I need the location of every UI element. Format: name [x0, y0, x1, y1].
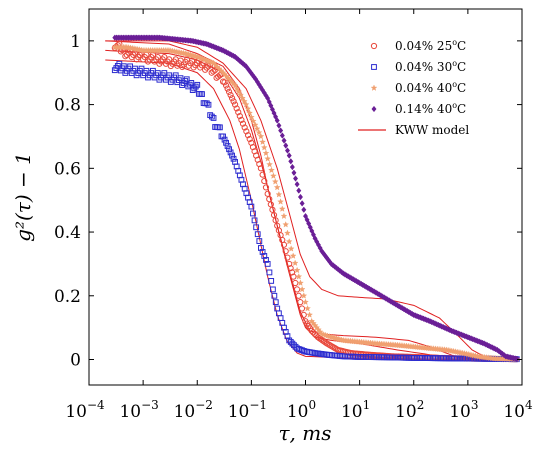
square-point: [217, 125, 222, 130]
square-point: [195, 82, 200, 87]
circle-point: [226, 89, 231, 94]
square-point: [267, 270, 272, 275]
y-tick-label: 1: [70, 32, 81, 52]
star-point: [265, 156, 271, 161]
circle-point: [298, 300, 303, 305]
star-point: [258, 133, 264, 138]
square-point: [213, 125, 218, 130]
square-point: [221, 134, 226, 139]
circle-point: [211, 69, 216, 74]
square-point: [206, 102, 211, 107]
diamond-point: [292, 170, 296, 176]
square-point: [204, 101, 209, 106]
star-point: [288, 246, 294, 251]
star-point: [290, 253, 296, 258]
square-point: [201, 101, 206, 106]
star-point: [292, 260, 298, 265]
square-point: [219, 134, 224, 139]
star-point: [298, 280, 304, 285]
square-point: [216, 125, 221, 130]
circle-point: [231, 99, 236, 104]
x-tick-label: 101: [341, 398, 370, 422]
x-tick-label: 102: [395, 398, 424, 422]
circle-point: [268, 202, 273, 207]
star-point: [276, 192, 282, 197]
x-tick-label: 103: [449, 398, 478, 422]
star-point: [301, 293, 307, 298]
diamond-point: [282, 138, 286, 144]
square-point: [228, 150, 233, 155]
star-point: [285, 230, 291, 235]
diamond-point: [277, 123, 281, 129]
star-point: [260, 139, 266, 144]
star-point: [279, 206, 285, 211]
legend-label: KWW model: [395, 123, 469, 137]
x-tick-label: 10−3: [119, 398, 158, 422]
y-tick-label: 0.6: [54, 159, 81, 179]
star-point: [272, 179, 278, 184]
legend: 0.04% 25oC0.04% 30oC0.04% 40oC0.14% 40oC…: [349, 31, 508, 143]
star-point: [283, 222, 289, 227]
square-point: [231, 156, 236, 161]
circle-point: [296, 293, 301, 298]
diamond-point: [295, 181, 299, 187]
diamond-point: [297, 188, 301, 194]
x-tick-label: 100: [287, 398, 316, 422]
square-point: [227, 147, 232, 152]
diamond-point: [280, 133, 284, 139]
square-point: [198, 92, 203, 97]
star-point: [269, 167, 275, 172]
x-axis-title: τ, ms: [278, 421, 331, 445]
diamond-point: [302, 207, 306, 213]
y-tick-label: 0.2: [54, 287, 81, 307]
square-point: [214, 125, 219, 130]
star-point: [271, 173, 277, 178]
x-tick-label: 104: [503, 398, 533, 422]
star-point: [278, 199, 284, 204]
diamond-point: [293, 176, 297, 182]
square-point: [224, 140, 229, 145]
square-point: [225, 144, 230, 149]
circle-point: [225, 86, 230, 91]
square-point: [230, 153, 235, 158]
star-point: [267, 162, 273, 167]
diamond-point: [287, 153, 291, 159]
star-point: [261, 145, 267, 150]
y-tick-label: 0: [70, 351, 81, 371]
circle-point: [229, 96, 234, 101]
diamond-point: [300, 201, 304, 207]
square-point: [203, 101, 208, 106]
circle-point: [223, 83, 228, 88]
x-tick-label: 10−1: [228, 398, 267, 422]
circle-point: [228, 92, 233, 97]
x-tick-label: 10−2: [174, 398, 213, 422]
diamond-point: [298, 194, 302, 200]
star-point: [296, 274, 302, 279]
circle-point: [299, 306, 304, 311]
star-point: [305, 306, 311, 311]
y-tick-label: 0.8: [54, 96, 81, 116]
diamond-point: [289, 159, 293, 165]
star-point: [286, 239, 292, 244]
star-point: [299, 286, 305, 291]
square-point: [200, 92, 205, 97]
y-axis-title: g²(τ) − 1: [11, 152, 35, 242]
square-point: [222, 137, 227, 142]
diamond-point: [285, 148, 289, 154]
diamond-point: [278, 128, 282, 134]
star-point: [307, 312, 313, 317]
star-point: [281, 213, 287, 218]
diamond-point: [284, 143, 288, 149]
circle-point: [295, 287, 300, 292]
star-point: [303, 299, 309, 304]
square-point: [196, 91, 201, 96]
diamond-point: [290, 164, 294, 170]
star-point: [263, 150, 269, 155]
square-point: [209, 114, 214, 119]
x-tick-label: 10−4: [65, 398, 105, 422]
circle-point: [293, 280, 298, 285]
star-point: [274, 184, 280, 189]
y-tick-label: 0.4: [54, 223, 81, 243]
